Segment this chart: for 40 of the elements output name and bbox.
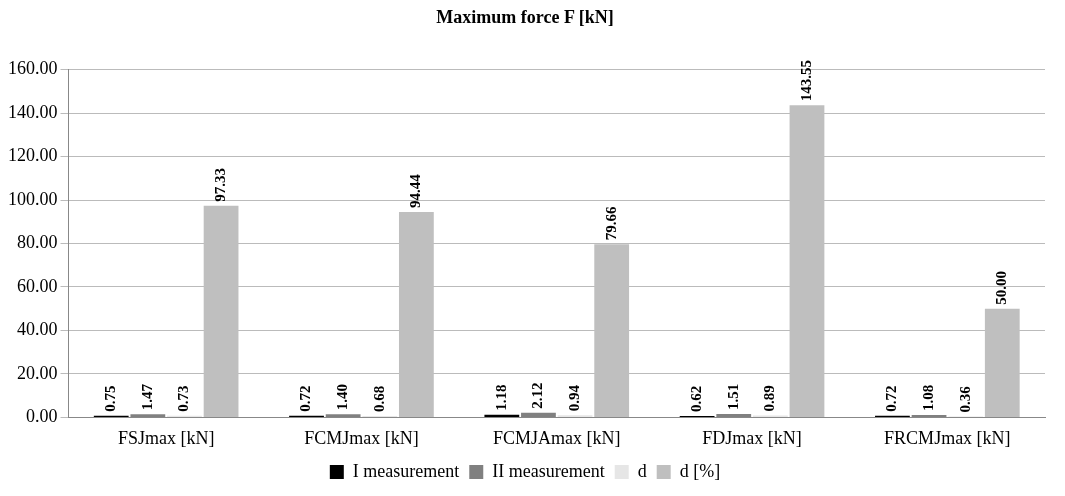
data-label: 1.18 <box>492 384 509 411</box>
y-tick-label: 20.00 <box>17 362 58 383</box>
legend-label: d [%] <box>679 460 721 481</box>
data-label: 97.33 <box>211 168 228 202</box>
legend-label: d <box>637 460 647 481</box>
y-tick-label: 0.00 <box>26 406 58 427</box>
data-label: 0.72 <box>883 385 900 412</box>
y-tick-label: 100.00 <box>8 188 58 209</box>
x-tick-label: FSJmax [kN] <box>117 427 215 448</box>
data-label: 0.75 <box>102 385 119 412</box>
data-label: 79.66 <box>602 205 619 241</box>
data-label: 0.36 <box>956 385 973 413</box>
x-tick-label: FCMJmax [kN] <box>304 427 419 448</box>
data-label: 0.73 <box>175 385 192 412</box>
data-label: 0.62 <box>688 385 704 413</box>
y-tick-label: 140.00 <box>8 101 58 122</box>
y-tick-label: 40.00 <box>17 319 58 340</box>
data-label: 94.44 <box>407 173 424 209</box>
y-tick-label: 60.00 <box>17 275 58 296</box>
data-label: 1.47 <box>138 383 155 411</box>
data-label: 1.08 <box>919 384 936 412</box>
data-label: 50.00 <box>993 270 1010 305</box>
data-label: 2.12 <box>529 382 546 409</box>
y-tick-label: 80.00 <box>17 232 58 253</box>
x-tick-label: FDJmax [kN] <box>702 427 802 448</box>
chart-title: Maximum force F [kN] <box>436 7 614 28</box>
bar <box>484 414 520 417</box>
data-label: 0.89 <box>761 385 778 412</box>
data-label: 1.40 <box>334 384 351 411</box>
y-tick-label: 120.00 <box>8 145 58 166</box>
data-label: 1.51 <box>724 383 741 411</box>
y-tick-label: 160.00 <box>8 58 58 79</box>
x-tick-label: FRCMJmax [kN] <box>884 427 1011 448</box>
data-label: 143.55 <box>797 60 814 102</box>
legend-label: I measurement <box>352 460 460 481</box>
x-tick-label: FCMJAmax [kN] <box>492 427 621 448</box>
data-label: 0.94 <box>565 384 582 412</box>
legend-label: II measurement <box>492 460 605 481</box>
data-label: 0.68 <box>370 385 387 412</box>
data-label: 0.72 <box>297 385 314 412</box>
